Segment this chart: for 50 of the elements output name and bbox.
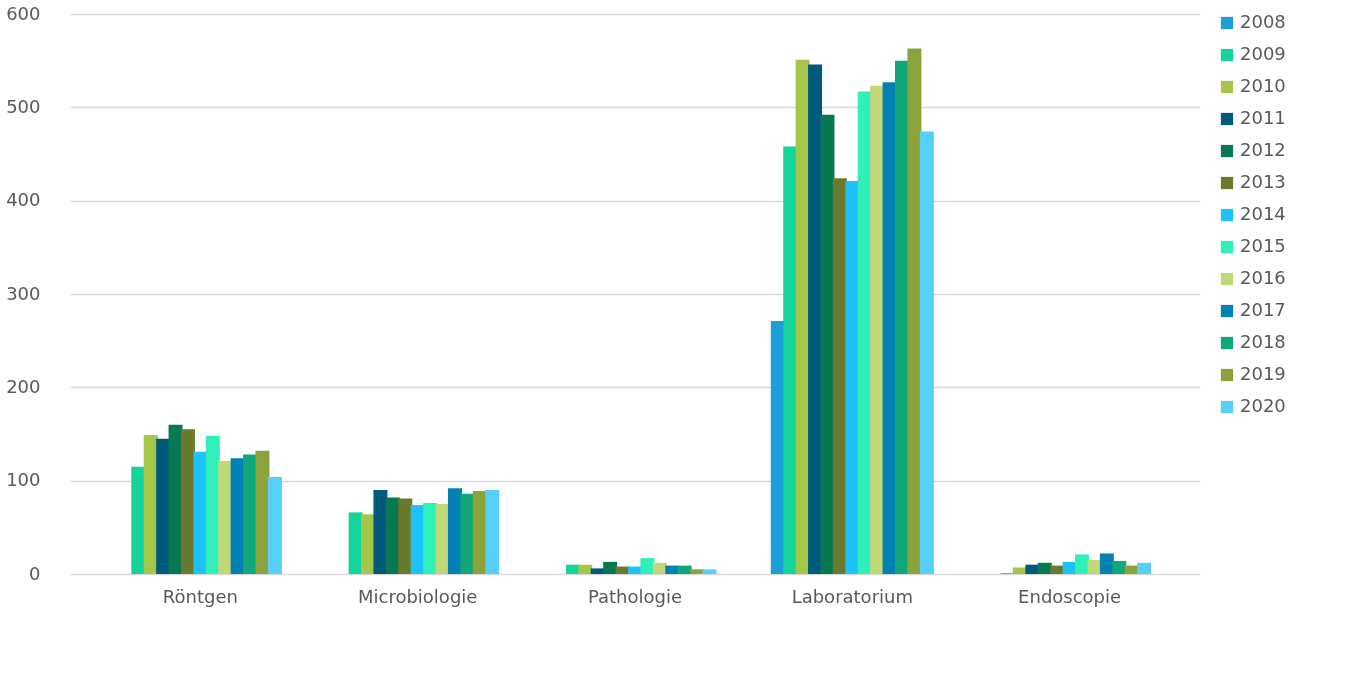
bar bbox=[1099, 553, 1114, 574]
bar bbox=[267, 476, 282, 574]
x-tick-label: Microbiologie bbox=[357, 585, 478, 607]
bar bbox=[1087, 560, 1102, 574]
bar bbox=[578, 564, 593, 574]
y-tick-label: 500 bbox=[6, 95, 41, 117]
bar bbox=[156, 438, 171, 574]
bar bbox=[820, 114, 835, 574]
bar bbox=[1112, 560, 1127, 574]
bar bbox=[907, 48, 922, 574]
bar bbox=[1137, 562, 1152, 574]
y-tick-label: 600 bbox=[6, 2, 41, 24]
bar bbox=[193, 451, 208, 574]
y-tick-label: 400 bbox=[6, 189, 41, 211]
legend-label: 2011 bbox=[1240, 107, 1286, 128]
bar bbox=[218, 461, 233, 574]
legend-label: 2010 bbox=[1240, 75, 1286, 96]
legend-label: 2014 bbox=[1240, 203, 1286, 224]
bar bbox=[870, 85, 885, 574]
x-tick-label: Laboratorium bbox=[791, 585, 913, 607]
legend-label: 2008 bbox=[1240, 11, 1286, 32]
legend-label: 2009 bbox=[1240, 43, 1286, 64]
bar bbox=[845, 181, 860, 574]
bar bbox=[423, 503, 438, 574]
bar bbox=[131, 466, 146, 574]
bar bbox=[373, 490, 388, 574]
bar bbox=[485, 490, 500, 574]
legend-label: 2018 bbox=[1240, 331, 1286, 352]
bar bbox=[702, 569, 717, 574]
legend-label: 2019 bbox=[1240, 363, 1286, 384]
x-tick-label: Endoscopie bbox=[1018, 585, 1122, 607]
bar bbox=[603, 561, 618, 574]
legend-label: 2016 bbox=[1240, 267, 1286, 288]
x-tick-label: Röntgen bbox=[162, 585, 238, 607]
legend-label: 2012 bbox=[1240, 139, 1286, 160]
y-tick-label: 200 bbox=[6, 375, 41, 397]
bar bbox=[640, 558, 655, 574]
y-tick-label: 300 bbox=[6, 282, 41, 304]
bar bbox=[398, 498, 413, 574]
y-tick-label: 100 bbox=[6, 469, 41, 491]
bar bbox=[460, 493, 475, 574]
bar bbox=[919, 131, 934, 574]
legend-label: 2020 bbox=[1240, 395, 1286, 416]
legend-label: 2013 bbox=[1240, 171, 1286, 192]
y-tick-label: 0 bbox=[29, 562, 41, 584]
legend-label: 2017 bbox=[1240, 299, 1286, 320]
bar bbox=[690, 569, 705, 574]
bar bbox=[783, 146, 798, 574]
x-tick-label: Pathologie bbox=[587, 585, 683, 607]
legend-label: 2015 bbox=[1240, 235, 1286, 256]
